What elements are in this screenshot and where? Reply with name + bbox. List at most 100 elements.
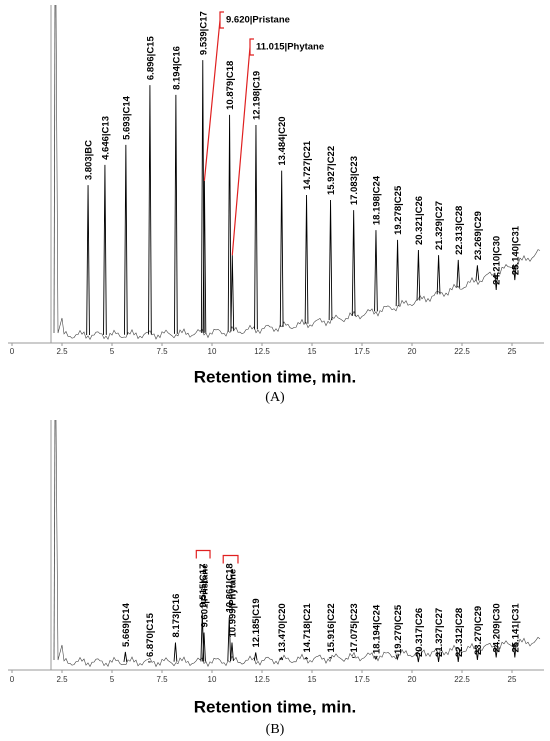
x-tick-label: 25	[508, 675, 517, 684]
peak-label: 9.539|C17	[198, 11, 209, 55]
peak-label: 14.718|C21	[302, 603, 313, 653]
x-tick-label: 17.5	[354, 675, 370, 684]
peak	[279, 170, 284, 327]
x-tick-label: 2.5	[56, 347, 68, 356]
peak	[103, 164, 107, 335]
peak-label: 25.141|C31	[510, 603, 521, 653]
peak-label: 20.321|C26	[414, 196, 425, 245]
callout-label: 9.620|Pristane	[226, 15, 290, 26]
peak	[494, 645, 499, 658]
x-tick-label: 12.5	[254, 347, 270, 356]
x-tick-label: 2.5	[56, 675, 68, 684]
peak	[475, 647, 480, 661]
peak-label: 15.927|C22	[326, 146, 337, 195]
peak-label: 13.470|C20	[277, 603, 288, 652]
peak	[374, 230, 378, 312]
peak	[253, 652, 258, 661]
x-axis-title: Retention time, min.	[194, 697, 356, 716]
x-tick-label: 15	[308, 675, 317, 684]
peak	[227, 617, 232, 662]
peak	[174, 94, 178, 334]
peak	[227, 114, 232, 332]
peak-label: 24.209|C30	[492, 603, 503, 652]
peak-label: 12.198|C19	[251, 71, 262, 120]
peak	[254, 124, 258, 330]
peak-label: 6.896|C15	[145, 36, 156, 81]
x-tick-label: 0	[10, 347, 15, 356]
peak	[86, 185, 90, 335]
peak-label: 21.329|C27	[434, 201, 445, 250]
peak-label: 21.327|C27	[434, 608, 445, 657]
peak-label: 8.194|C16	[171, 46, 182, 90]
callout-label: 11.015|Phytane	[256, 42, 324, 53]
x-tick-label: 7.5	[156, 675, 168, 684]
peak	[436, 651, 441, 663]
peak	[456, 259, 461, 288]
x-tick-label: 22.5	[454, 675, 470, 684]
x-tick-label: 5	[110, 675, 115, 684]
callout-line	[231, 38, 254, 256]
x-tick-label: 17.5	[354, 347, 370, 356]
peak-label: 14.727|C21	[302, 140, 313, 190]
x-axis-title: Retention time, min.	[194, 367, 356, 386]
peak-label: 20.317|C26	[414, 608, 425, 657]
callout-line	[203, 11, 224, 181]
peak	[304, 656, 309, 660]
peak-label: 19.270|C25	[393, 604, 404, 654]
solvent-peak	[53, 419, 56, 661]
peak	[395, 654, 400, 661]
peak	[279, 656, 284, 661]
peak	[374, 655, 378, 661]
peak-label: 23.270|C29	[473, 606, 484, 655]
peak	[494, 272, 499, 290]
peak-label: 17.075|C23	[349, 603, 360, 652]
peak	[416, 250, 421, 301]
peak	[230, 642, 234, 662]
baseline-trace	[55, 4, 541, 341]
peak	[436, 255, 441, 295]
x-tick-label: 0	[10, 675, 15, 684]
chromatogram-panel: 0 2.5 5 7.5 10 12.5 15 17.5 20 22.5 25 5.669|C14 6.8…	[8, 419, 544, 737]
peak	[512, 264, 517, 281]
peak-label: 10.999|Phytane	[227, 569, 238, 638]
peak-label: 12.185|C19	[251, 598, 262, 647]
peak	[328, 200, 333, 321]
peak-label: 6.870|C15	[145, 612, 156, 657]
peak-label: 9.601|Pristane	[200, 564, 211, 628]
peak-label: 8.173|C16	[171, 594, 182, 638]
x-tick-label: 12.5	[254, 675, 270, 684]
peak-label: 18.198|C24	[371, 175, 382, 225]
x-tick-label: 20	[408, 347, 417, 356]
x-tick-label: 10	[208, 347, 217, 356]
peak-label: 17.083|C23	[349, 156, 360, 205]
peak-label: 22.313|C28	[454, 206, 465, 255]
peak	[173, 642, 178, 662]
peak	[148, 85, 152, 335]
x-tick-label: 22.5	[454, 347, 470, 356]
peak	[416, 653, 421, 663]
peak-label: 9.515|C17	[198, 564, 209, 608]
x-tick-label: 7.5	[156, 347, 168, 356]
peak	[351, 210, 356, 317]
peak-label: 4.646|C13	[100, 116, 111, 160]
x-tick-label: 15	[308, 347, 317, 356]
peak	[328, 657, 332, 659]
callout-bracket	[222, 554, 239, 564]
panel-label: (B)	[266, 722, 285, 737]
peak	[304, 194, 309, 324]
peak-label: 19.278|C25	[393, 185, 404, 235]
peak-label: 10.861|C18	[225, 563, 236, 612]
peak-label: 22.312|C28	[454, 608, 465, 657]
peak-label: 10.879|C18	[225, 61, 236, 110]
peak	[123, 651, 128, 663]
peak-label: 24.210|C30	[492, 236, 503, 285]
peak-label: 23.269|C29	[473, 211, 484, 260]
x-tick-label: 5	[110, 347, 115, 356]
x-tick-label: 20	[408, 675, 417, 684]
peak	[395, 239, 400, 307]
peak	[202, 632, 206, 662]
panel-label: (A)	[265, 390, 285, 405]
peak	[456, 649, 461, 663]
peak-label: 13.484|C20	[277, 116, 288, 165]
